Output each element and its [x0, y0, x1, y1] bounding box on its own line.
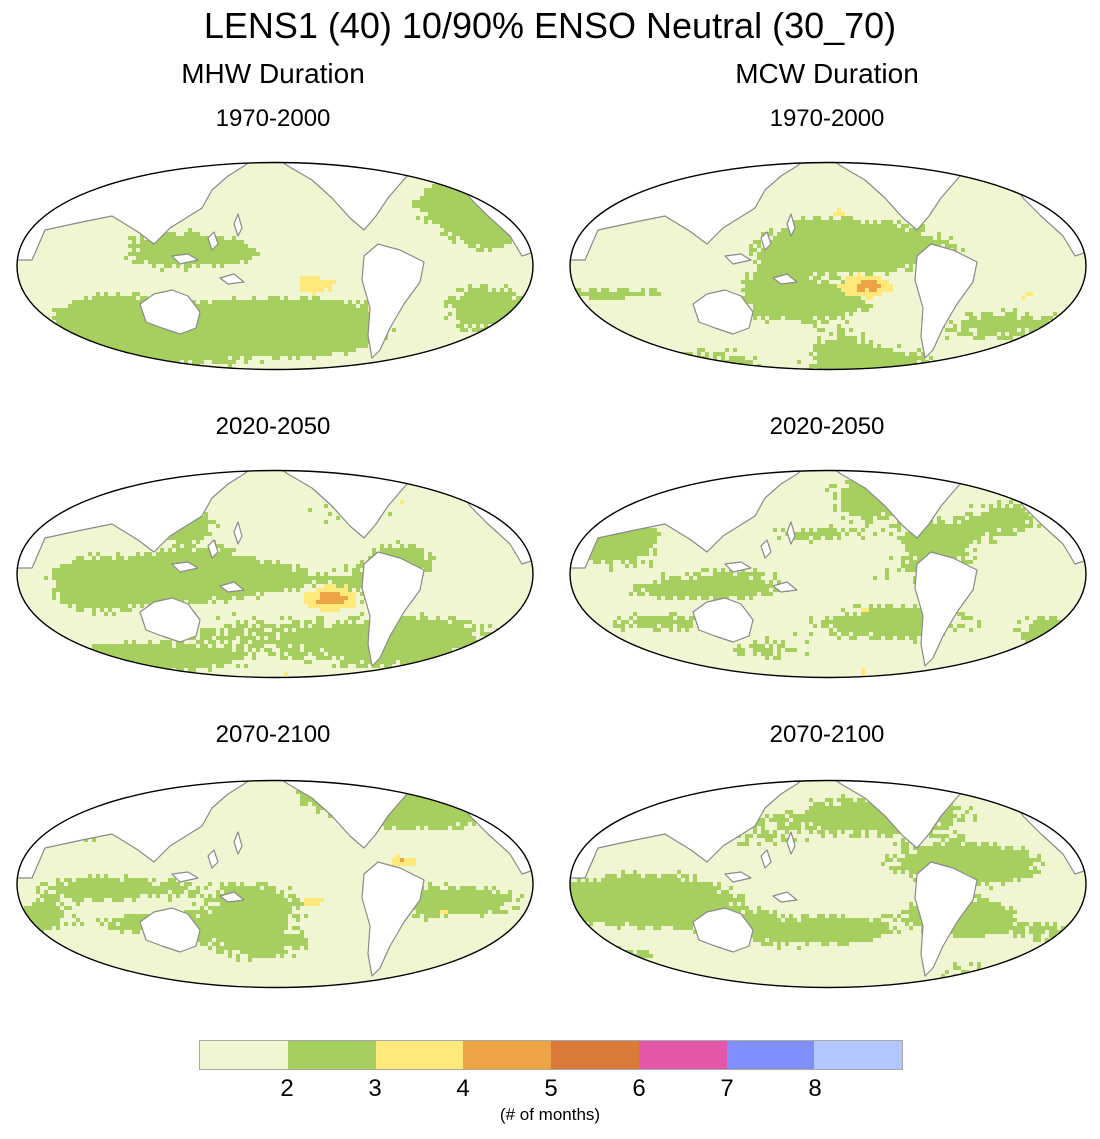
column-title-mcw: MCW Duration: [735, 58, 919, 89]
land-outline: [17, 673, 533, 678]
land-outline: [570, 365, 1086, 370]
land-outline: [139, 597, 201, 643]
land-outline: [570, 983, 1086, 988]
land-outline: [960, 780, 1016, 783]
land-outline: [570, 673, 1086, 678]
colorbar-bin-3: [375, 1041, 464, 1069]
colorbar-bin-5: [551, 1041, 639, 1069]
duration-5-to-6-cells: [316, 592, 348, 604]
panel-title-mcw-1: 1970-2000: [769, 105, 885, 132]
land-outline: [407, 780, 463, 783]
land-outline: [914, 551, 978, 667]
panel-title-mhw-1: 1970-2000: [215, 105, 331, 132]
island-outline: [760, 539, 772, 559]
map-border: [16, 469, 534, 679]
colorbar-tick-label: 5: [544, 1075, 558, 1102]
land-outline: [361, 551, 425, 667]
map-mcw-2070-2100: [569, 779, 1087, 989]
colorbar-tick-label: 8: [808, 1075, 822, 1102]
map-mhw-1970-2000: [16, 161, 534, 371]
island-outline: [786, 831, 796, 855]
duration-4-to-5-cells: [861, 608, 869, 676]
colorbar-bin-2: [287, 1041, 376, 1069]
land-outline: [692, 289, 754, 335]
colorbar-tick-label: 2: [280, 1075, 294, 1102]
island-outline: [171, 253, 199, 265]
island-outline: [233, 213, 243, 237]
map-border: [569, 469, 1087, 679]
island-outline: [786, 521, 796, 545]
map-border: [16, 161, 534, 371]
colorbar-units: (# of months): [499, 1105, 601, 1124]
map-mcw-1970-2000: [569, 161, 1087, 371]
island-outline: [171, 561, 199, 573]
ocean-background: [570, 470, 1086, 678]
map-border: [569, 161, 1087, 371]
land-outline: [139, 289, 201, 335]
island-outline: [219, 891, 245, 903]
map-mhw-2070-2100: [16, 779, 534, 989]
island-outline: [207, 849, 219, 869]
duration-3-to-4-cells: [17, 780, 524, 988]
colorbar-tick-label: 3: [368, 1075, 382, 1102]
island-outline: [760, 849, 772, 869]
land-outline: [960, 470, 1016, 473]
land-outline: [692, 907, 754, 953]
colorbar-tick-label: 7: [720, 1075, 734, 1102]
figure-title: LENS1 (40) 10/90% ENSO Neutral (30_70): [203, 5, 897, 46]
column-title-mhw: MHW Duration: [181, 58, 365, 89]
colorbar: [199, 1040, 903, 1070]
panel-title-mcw-3: 2070-2100: [769, 721, 885, 748]
land-outline: [407, 162, 463, 165]
map-border: [16, 779, 534, 989]
colorbar-tick-label: 6: [632, 1075, 646, 1102]
island-outline: [207, 231, 219, 251]
map-mhw-2020-2050: [16, 469, 534, 679]
island-outline: [219, 581, 245, 593]
duration-3-to-4-cells: [570, 168, 1077, 370]
island-outline: [219, 273, 245, 285]
island-outline: [760, 231, 772, 251]
map-mcw-2020-2050: [569, 469, 1087, 679]
land-outline: [407, 470, 463, 473]
island-outline: [233, 521, 243, 545]
panel-title-mhw-3: 2070-2100: [215, 721, 331, 748]
colorbar-bin-7: [726, 1041, 815, 1069]
land-outline: [914, 861, 978, 977]
island-outline: [724, 561, 752, 573]
island-outline: [724, 253, 752, 265]
colorbar-bin-4: [463, 1041, 551, 1069]
land-outline: [17, 365, 533, 370]
colorbar-bin-6: [638, 1041, 727, 1069]
land-outline: [361, 243, 425, 359]
island-outline: [772, 273, 798, 285]
land-outline: [361, 861, 425, 977]
duration-4-to-5-cells: [300, 276, 376, 312]
duration-3-to-4-cells: [570, 790, 1073, 988]
island-outline: [207, 539, 219, 559]
duration-4-to-5-cells: [833, 208, 1033, 300]
panel-title-mhw-2: 2020-2050: [215, 413, 331, 440]
island-outline: [772, 581, 798, 593]
duration-3-to-4-cells: [570, 472, 1081, 678]
colorbar-bin-1: [200, 1041, 288, 1069]
panel-title-mcw-2: 2020-2050: [769, 413, 885, 440]
duration-5-to-6-cells: [400, 858, 404, 862]
island-outline: [233, 831, 243, 855]
island-outline: [724, 871, 752, 883]
island-outline: [171, 871, 199, 883]
land-outline: [692, 597, 754, 643]
land-outline: [139, 907, 201, 953]
land-outline: [960, 162, 1016, 165]
land-outline: [17, 983, 533, 988]
colorbar-bin-8: [814, 1041, 902, 1069]
duration-4-to-5-cells: [284, 500, 404, 676]
colorbar-tick-label: 4: [456, 1075, 470, 1102]
island-outline: [772, 891, 798, 903]
island-outline: [786, 213, 796, 237]
duration-5-to-6-cells: [857, 280, 881, 292]
land-outline: [914, 243, 978, 359]
map-border: [569, 779, 1087, 989]
